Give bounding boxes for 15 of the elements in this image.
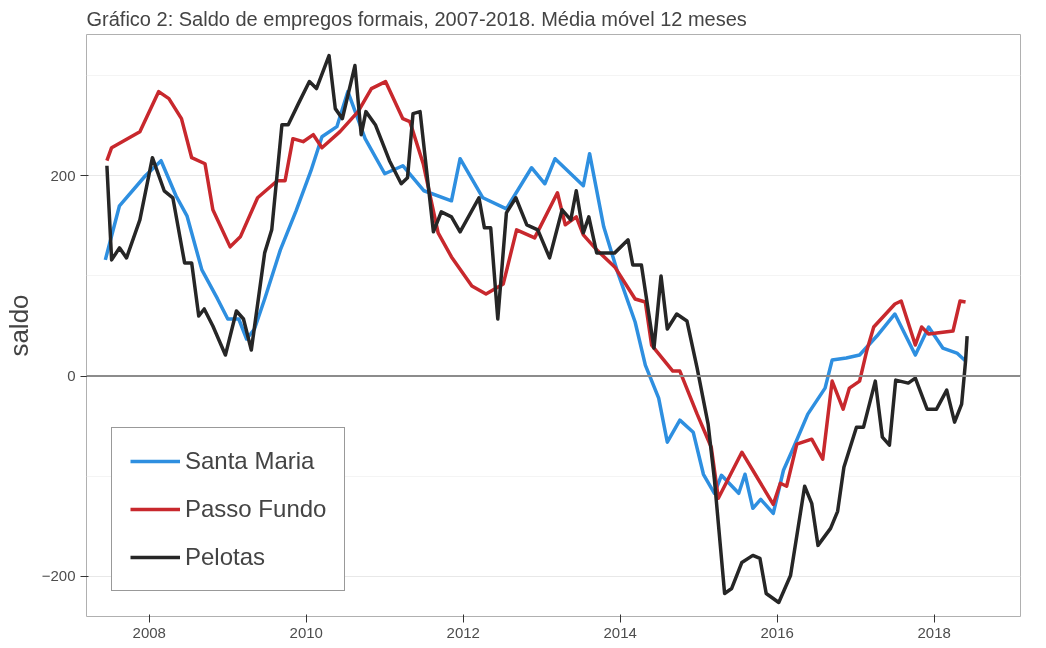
legend-label: Santa Maria <box>185 447 315 475</box>
x-tick-label: 2012 <box>446 623 480 641</box>
line-series <box>105 53 969 605</box>
y-tick-label: −200 <box>41 567 76 585</box>
legend-label: Passo Fundo <box>185 495 327 523</box>
y-tick-label: 0 <box>67 367 76 385</box>
x-tick-label: 2014 <box>603 623 637 641</box>
legend-label: Pelotas <box>185 543 266 571</box>
y-axis-title: saldo <box>3 294 34 357</box>
y-tick-label: 200 <box>50 166 76 184</box>
x-tick-label: 2018 <box>917 623 951 641</box>
x-tick-label: 2010 <box>289 623 323 641</box>
x-tick-label: 2008 <box>132 623 166 641</box>
chart-title: Gráfico 2: Saldo de empregos formais, 2007-2018. Média móvel 12 meses <box>86 7 747 30</box>
x-tick-label: 2016 <box>760 623 794 641</box>
